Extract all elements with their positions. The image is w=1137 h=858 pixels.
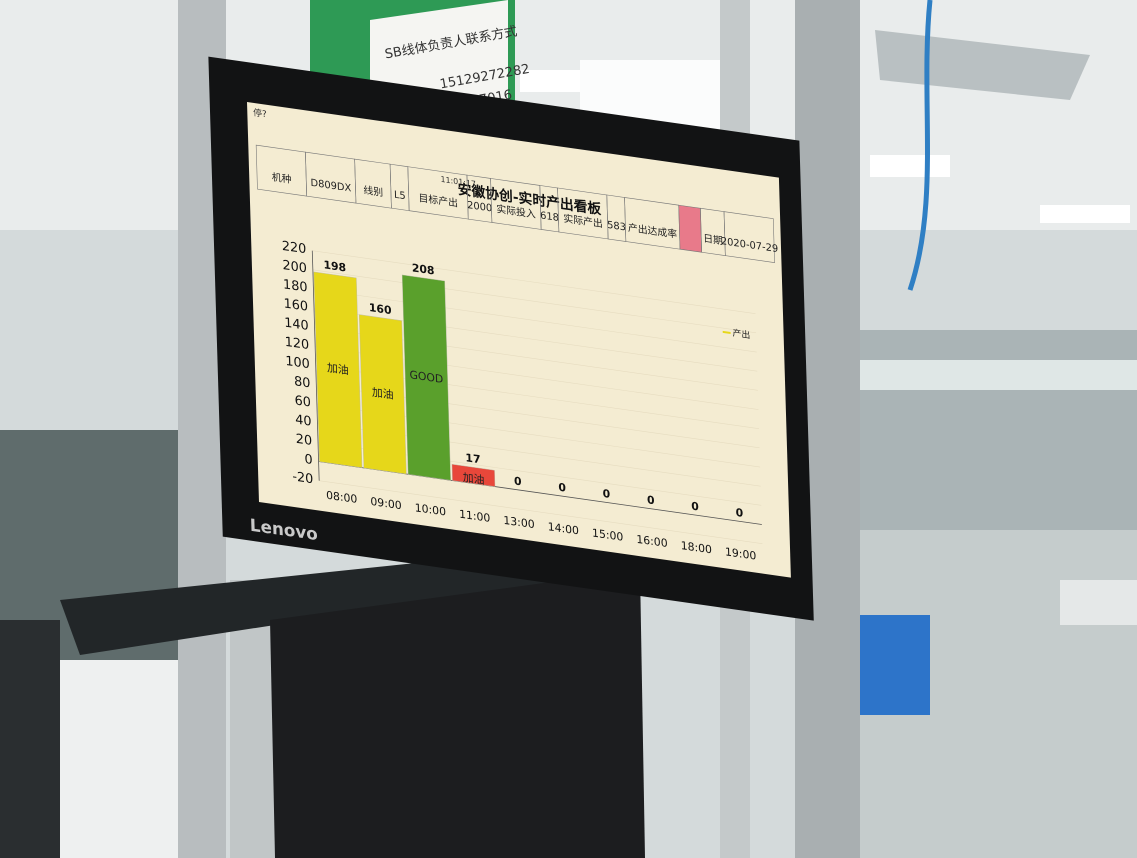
machine-rail — [860, 360, 1137, 390]
keyboard — [60, 548, 580, 655]
y-tick-label: 220 — [282, 239, 307, 258]
bar-text: GOOD — [409, 368, 443, 386]
ceiling-light — [870, 155, 950, 177]
cable — [907, 0, 933, 291]
blue-crate — [860, 615, 930, 715]
x-tick-label: 08:00 — [326, 489, 358, 506]
header-text: 机种 — [272, 170, 292, 186]
value-label: 160 — [369, 301, 392, 317]
x-tick-label: 19:00 — [725, 545, 757, 562]
status: 停? — [253, 106, 267, 120]
board — [370, 0, 508, 112]
grid-line — [319, 480, 763, 544]
value-label: 198 — [323, 258, 346, 274]
bar-text: 加油 — [327, 360, 349, 377]
legend-label: 产出 — [732, 327, 750, 342]
header-text: 线别 — [363, 183, 383, 199]
value-label: 0 — [558, 481, 566, 495]
value-label: 0 — [691, 500, 699, 514]
y-tick-label: 200 — [282, 258, 307, 277]
y-tick-label: 40 — [295, 413, 312, 430]
y-tick-label: 0 — [304, 452, 313, 468]
header-text: L5 — [394, 190, 406, 203]
x-tick-label: 14:00 — [548, 520, 580, 537]
ceiling-light — [520, 70, 590, 92]
y-tick-label: -20 — [292, 469, 313, 487]
x-tick-label: 16:00 — [636, 533, 668, 550]
value-label: 0 — [514, 474, 522, 488]
rate-cell — [678, 204, 702, 253]
y-tick-label: 100 — [285, 354, 310, 373]
bar — [401, 274, 451, 481]
grid-line — [312, 269, 757, 334]
x-tick-label: 15:00 — [592, 526, 624, 543]
trays — [60, 660, 200, 858]
y-tick-label: 180 — [283, 277, 308, 296]
y-tick-label: 80 — [294, 374, 311, 391]
header-text: 618 — [540, 210, 559, 224]
value-label: 0 — [602, 487, 610, 501]
x-tick-label: 11:00 — [459, 507, 491, 524]
x-tick-label: 09:00 — [370, 495, 402, 512]
ceiling-light — [1040, 205, 1130, 223]
bar — [313, 271, 363, 468]
bar-text: 加油 — [372, 385, 394, 402]
grid-line — [313, 288, 757, 353]
value-label: 0 — [735, 506, 743, 520]
y-tick-label: 20 — [296, 432, 313, 449]
machine — [1060, 580, 1137, 625]
grid-line — [312, 250, 756, 314]
value-label: 208 — [412, 261, 435, 277]
value-label: 0 — [647, 493, 655, 507]
header-cell — [723, 211, 775, 263]
header-text: 583 — [607, 220, 626, 234]
computer-case — [270, 570, 645, 858]
screen: 停? 11:01:17 安徽协创-实时产出看板 机种 D809DX 线别 L5 目标产出… — [247, 102, 791, 578]
y-tick-label: 120 — [285, 335, 310, 354]
y-tick-label: 60 — [294, 393, 311, 410]
bar-text: 加油 — [463, 470, 485, 487]
y-axis — [311, 250, 320, 481]
bar — [451, 464, 496, 487]
x-tick-label: 13:00 — [503, 514, 535, 531]
x-tick-label: 18:00 — [681, 539, 713, 556]
y-tick-label: 160 — [283, 296, 308, 315]
monitor: Lenovo 停? 11:01:17 安徽协创-实时产出看板 机种 D809DX 线… — [208, 56, 814, 621]
header-text: 日期 — [703, 233, 723, 248]
value-label: 17 — [465, 451, 480, 466]
header-text: 2000 — [467, 200, 492, 215]
y-tick-label: 140 — [284, 316, 309, 335]
legend-marker — [722, 330, 731, 335]
x-tick-label: 10:00 — [415, 501, 447, 518]
parts — [0, 620, 60, 858]
bar — [359, 314, 407, 475]
